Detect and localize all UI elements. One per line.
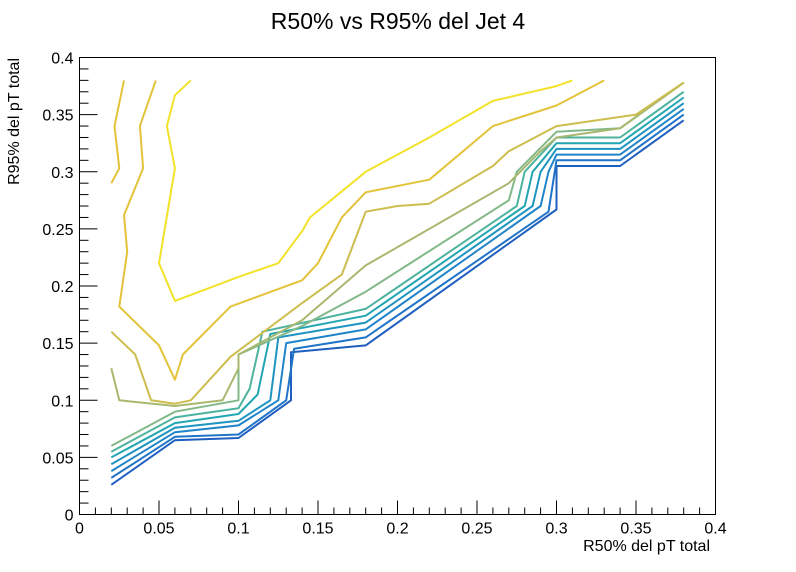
y-tick-label: 0.3 <box>51 165 73 182</box>
x-axis-label: R50% del pT total <box>583 538 710 555</box>
x-tick-label: 0.25 <box>461 521 492 538</box>
x-tick-label: 0.1 <box>227 521 249 538</box>
y-tick-label: 0.35 <box>42 108 73 125</box>
y-tick-label: 0 <box>65 508 74 525</box>
x-tick-label: 0.4 <box>704 521 726 538</box>
contour-line <box>110 119 685 486</box>
y-tick-label: 0.2 <box>51 279 73 296</box>
x-tick-label: 0.05 <box>143 521 174 538</box>
y-tick-label: 0.15 <box>42 336 73 353</box>
contour-line <box>110 102 685 466</box>
contour-line <box>110 81 685 447</box>
contour-line <box>158 79 573 302</box>
y-tick-label: 0.05 <box>42 450 73 467</box>
contour-line <box>110 80 125 184</box>
x-tick-label: 0.35 <box>620 521 651 538</box>
contour-line <box>118 79 605 381</box>
contour-line <box>110 108 685 472</box>
contour-lines <box>110 79 685 486</box>
x-tick-label: 0.2 <box>386 521 408 538</box>
x-tick-label: 0.15 <box>302 521 333 538</box>
contour-line <box>110 90 685 453</box>
contour-line <box>110 81 685 405</box>
contour-line <box>110 96 685 459</box>
y-tick-label: 0.4 <box>51 51 73 68</box>
x-axis: 0 0.05 0.1 0.15 0.2 0.25 0.3 0.35 0.4 <box>75 500 727 538</box>
contour-line <box>110 81 685 407</box>
contour-line <box>110 113 685 479</box>
y-axis-label: R95% del pT total <box>6 58 23 185</box>
x-tick-label: 0.3 <box>545 521 567 538</box>
y-tick-label: 0.1 <box>51 393 73 410</box>
y-tick-label: 0.25 <box>42 222 73 239</box>
y-axis: 0 0.05 0.1 0.15 0.2 0.25 0.3 0.35 0.4 <box>42 51 98 525</box>
chart-title: R50% vs R95% del Jet 4 <box>271 8 526 34</box>
x-tick-label: 0 <box>75 521 84 538</box>
